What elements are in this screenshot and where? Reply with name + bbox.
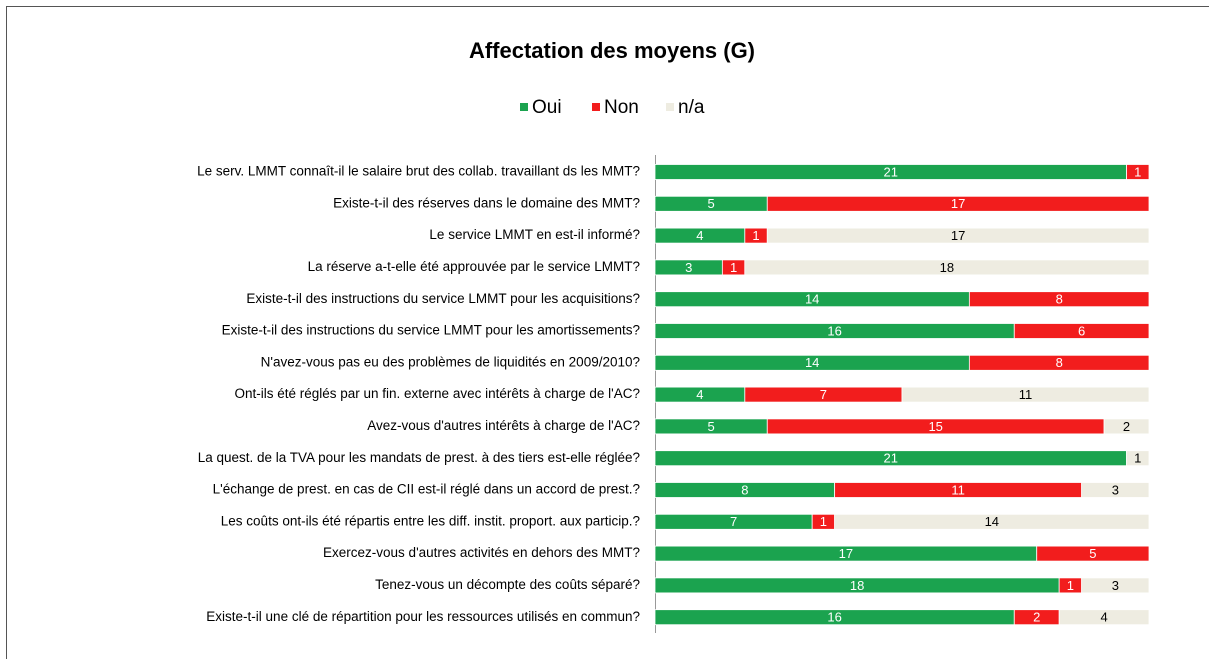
- value-label: 21: [884, 451, 898, 466]
- value-label: 2: [1123, 419, 1130, 434]
- legend-label: Oui: [532, 97, 562, 118]
- value-label: 14: [805, 292, 819, 307]
- y-tick-label: Ont-ils été réglés par un fin. externe a…: [234, 386, 640, 401]
- value-label: 8: [1056, 355, 1063, 370]
- bar-segment: [834, 513, 1150, 530]
- value-label: 18: [850, 578, 864, 593]
- value-label: 14: [805, 355, 819, 370]
- bar-segment: [766, 227, 1150, 244]
- value-label: 8: [1056, 292, 1063, 307]
- y-tick-label: N'avez-vous pas eu des problèmes de liqu…: [261, 354, 640, 369]
- value-label: 8: [741, 482, 748, 497]
- value-label: 3: [1112, 482, 1119, 497]
- value-label: 4: [696, 228, 703, 243]
- y-tick-label: Existe-t-il des instructions du service …: [222, 323, 640, 338]
- value-label: 3: [685, 260, 692, 275]
- y-tick-label: La réserve a-t-elle été approuvée par le…: [308, 259, 640, 274]
- value-label: 6: [1078, 323, 1085, 338]
- bar-segment: [1126, 164, 1150, 180]
- value-label: 7: [730, 514, 737, 529]
- legend-label: Non: [604, 97, 639, 118]
- y-tick-label: Existe-t-il des réserves dans le domaine…: [333, 195, 640, 210]
- value-label: 21: [884, 164, 898, 179]
- bar-segment: [901, 386, 1150, 403]
- value-label: 14: [985, 514, 999, 529]
- y-tick-label: Existe-t-il une clé de répartition pour …: [206, 609, 640, 624]
- bar-segment: [1058, 609, 1150, 626]
- value-label: 17: [951, 196, 965, 211]
- value-label: 17: [951, 228, 965, 243]
- legend-swatch: [592, 103, 600, 111]
- bar-segment: [968, 354, 1150, 371]
- value-label: 4: [696, 387, 703, 402]
- value-label: 1: [752, 228, 759, 243]
- value-label: 3: [1112, 578, 1119, 593]
- legend-swatch: [520, 103, 528, 111]
- value-label: 1: [1134, 451, 1141, 466]
- legend-swatch: [666, 103, 674, 111]
- y-tick-label: Les coûts ont-ils été répartis entre les…: [221, 513, 640, 528]
- y-tick-label: L'échange de prest. en cas de CII est-il…: [213, 482, 640, 497]
- y-tick-label: La quest. de la TVA pour les mandats de …: [198, 450, 640, 465]
- y-tick-label: Le serv. LMMT connaît-il le salaire brut…: [197, 164, 640, 179]
- legend-label: n/a: [678, 97, 705, 118]
- bar-segment: [1013, 323, 1150, 339]
- value-label: 11: [951, 482, 965, 497]
- value-label: 5: [1089, 546, 1096, 561]
- value-label: 2: [1033, 610, 1040, 625]
- bar-segment: [766, 195, 1150, 212]
- bar-segment: [1126, 450, 1150, 467]
- chart-title: Affectation des moyens (G): [469, 38, 755, 63]
- value-label: 1: [730, 260, 737, 275]
- value-label: 1: [820, 514, 827, 529]
- value-label: 18: [940, 260, 954, 275]
- y-tick-label: Tenez-vous un décompte des coûts séparé?: [375, 577, 640, 592]
- bar-segment: [1081, 577, 1150, 594]
- y-tick-label: Exercez-vous d'autres activités en dehor…: [323, 545, 640, 560]
- bar-segment: [968, 291, 1150, 308]
- value-label: 11: [1019, 387, 1033, 402]
- value-label: 1: [1134, 164, 1141, 179]
- value-label: 1: [1067, 578, 1074, 593]
- value-label: 16: [827, 610, 841, 625]
- value-label: 5: [708, 196, 715, 211]
- value-label: 5: [708, 419, 715, 434]
- value-label: 16: [827, 323, 841, 338]
- bar-segment: [1103, 418, 1150, 435]
- bar-segment: [1036, 545, 1150, 562]
- y-tick-label: Le service LMMT en est-il informé?: [429, 227, 640, 242]
- value-label: 17: [839, 546, 853, 561]
- y-tick-label: Existe-t-il des instructions du service …: [246, 291, 640, 306]
- y-tick-label: Avez-vous d'autres intérêts à charge de …: [367, 418, 640, 433]
- value-label: 15: [928, 419, 942, 434]
- value-label: 4: [1100, 610, 1107, 625]
- bar-segment: [744, 259, 1150, 276]
- value-label: 7: [820, 387, 827, 402]
- bar-segment: [1081, 482, 1150, 498]
